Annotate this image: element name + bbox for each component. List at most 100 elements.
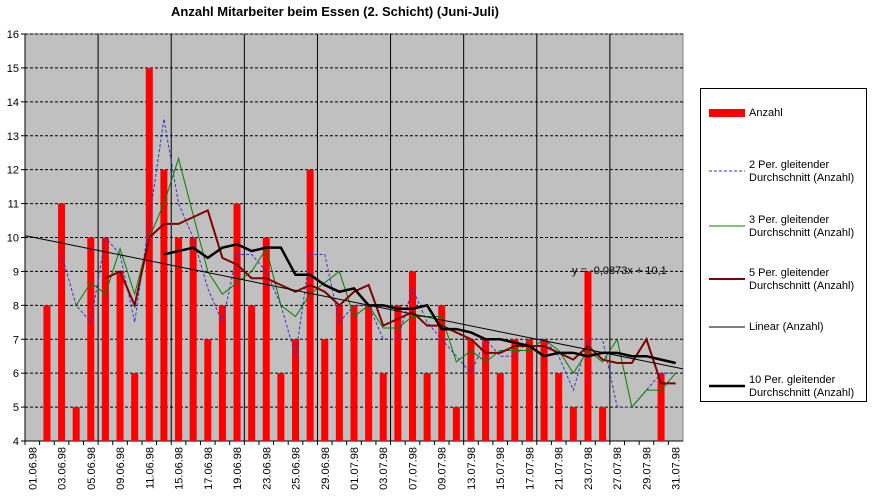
y-tick-label: 12 [7,165,19,177]
bar [511,339,519,441]
y-tick-label: 7 [13,334,19,346]
bar [160,169,168,441]
legend-label: 2 Per. gleitender Durchschnitt (Anzahl) [749,159,855,184]
bar [189,237,197,441]
bar [72,407,80,441]
x-tick-label: 15.06.98 [174,447,186,490]
bar [350,305,358,441]
bar [438,305,446,441]
bar [292,339,300,441]
bar [379,373,387,441]
legend-label: 3 Per. gleitender Durchschnitt (Anzahl) [749,214,855,239]
legend-label: 5 Per. gleitender Durchschnitt (Anzahl) [749,267,855,292]
bar [540,339,548,441]
bar [204,339,212,441]
bar [423,373,431,441]
x-tick-label: 31.07.98 [671,447,683,490]
bar [262,237,270,441]
y-tick-label: 4 [13,436,19,448]
legend-entry: Linear (Anzahl) [707,321,867,334]
bar [218,305,226,441]
x-tick-label: 07.07.98 [407,447,419,490]
y-tick-label: 15 [7,63,19,75]
x-tick-label: 09.07.98 [437,447,449,490]
legend-key [709,278,745,280]
y-tick-label: 11 [8,199,19,211]
y-tick-label: 13 [7,131,19,143]
bar [496,373,504,441]
bar [569,407,577,441]
bar [555,373,563,441]
bar [248,305,256,441]
bar [599,407,607,441]
moving-average-line [105,208,676,385]
x-tick-label: 03.06.98 [57,447,69,490]
x-tick-label: 15.07.98 [495,447,507,490]
x-tick-label: 03.07.98 [378,447,390,490]
y-tick-label: 8 [13,300,19,312]
x-tick-label: 29.07.98 [641,447,653,490]
y-tick-label: 10 [7,233,19,245]
chart-title: Anzahl Mitarbeiter beim Essen (2. Schich… [171,4,499,19]
bar [116,271,124,441]
bar [452,407,460,441]
legend-key [709,170,745,172]
x-tick-label: 17.06.98 [203,447,215,490]
legend: Anzahl 2 Per. gleitender Durchschnitt (An… [700,88,867,402]
y-tick-label: 14 [7,97,19,109]
legend-key [709,384,745,388]
legend-label: 10 Per. gleitender Durchschnitt (Anzahl) [749,374,855,399]
x-tick-label: 05.06.98 [86,447,98,490]
legend-label: Anzahl [749,107,783,119]
bar [525,339,533,441]
legend-entry: 5 Per. gleitender Durchschnitt (Anzahl) [707,267,867,293]
bar [43,305,51,441]
bar [175,237,183,441]
x-tick-label: 21.07.98 [554,447,566,490]
legend-label: Linear (Anzahl) [749,321,824,333]
legend-entry: Anzahl [707,107,867,120]
x-tick-label: 11.06.98 [144,447,156,489]
x-tick-label: 09.06.98 [115,447,127,490]
moving-average-line [163,242,676,365]
x-tick-label: 17.07.98 [524,447,536,490]
legend-key [709,225,745,227]
bar [467,339,475,441]
y-tick-label: 9 [13,266,19,278]
bar [482,339,490,441]
trendline [24,235,684,370]
bar [335,305,343,441]
bar [657,373,665,441]
bar [408,271,416,441]
trendline-label: y = -0,0873x + 10,1 [572,265,667,277]
y-tick-label: 16 [7,29,19,41]
bar [58,203,66,441]
x-tick-label: 19.06.98 [232,447,244,490]
x-tick-label: 23.07.98 [583,447,595,490]
legend-key [709,109,745,117]
y-tick-label: 5 [13,402,19,414]
x-tick-label: 27.07.98 [612,447,624,490]
bar [277,373,285,441]
legend-entry: 2 Per. gleitender Durchschnitt (Anzahl) [707,159,867,185]
bar [394,305,402,441]
legend-entry: 3 Per. gleitender Durchschnitt (Anzahl) [707,214,867,240]
legend-entry: 10 Per. gleitender Durchschnitt (Anzahl) [707,374,867,400]
moving-average-line [75,156,677,409]
x-tick-label: 29.06.98 [320,447,332,490]
bar [306,169,314,441]
bar [365,305,373,441]
y-tick-label: 6 [13,368,19,380]
bar [87,237,95,441]
legend-key [709,326,745,328]
x-tick-label: 25.06.98 [291,447,303,490]
x-tick-label: 01.07.98 [349,447,361,490]
x-tick-label: 01.06.98 [27,447,39,490]
bar [131,373,139,441]
bar [101,237,109,441]
bar [145,67,153,442]
bar [233,203,241,441]
bar [321,339,329,441]
